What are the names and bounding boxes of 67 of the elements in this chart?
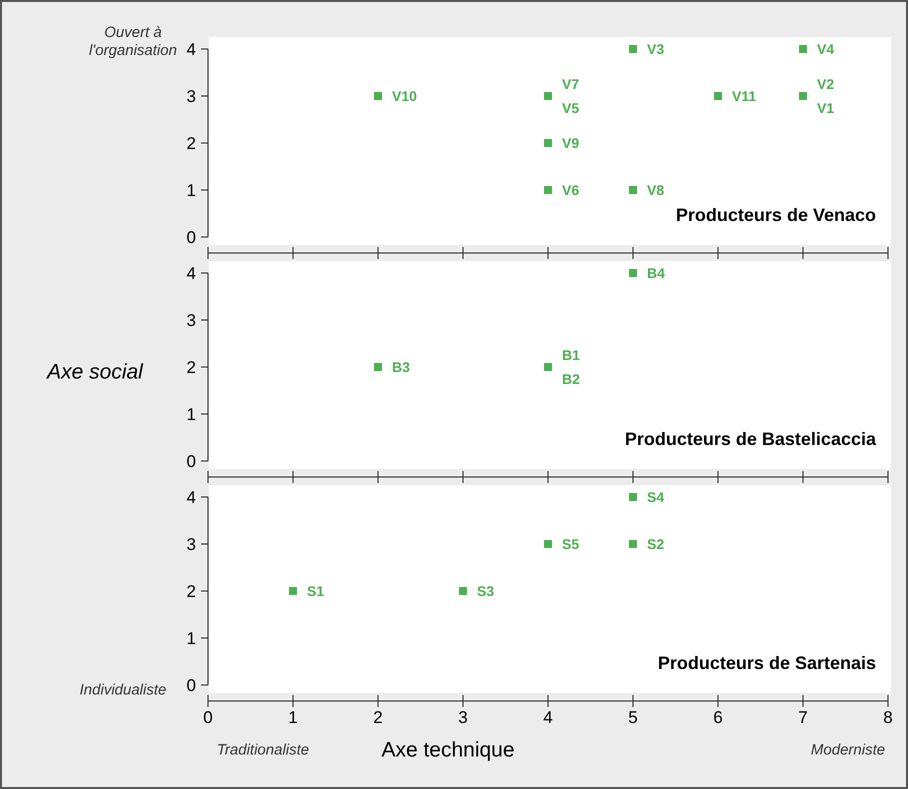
y-axis-title: Axe social — [45, 360, 144, 384]
point — [714, 92, 722, 100]
point — [629, 45, 637, 53]
point — [629, 186, 637, 194]
point — [799, 92, 807, 100]
point — [544, 186, 552, 194]
text: Moderniste — [810, 741, 886, 758]
x-tick-label: 8 — [883, 708, 893, 727]
annotation: B2 — [562, 370, 580, 387]
y-tick-label: 4 — [186, 40, 196, 59]
point — [629, 493, 637, 501]
annotation: S2 — [647, 536, 664, 552]
x-tick-label: 5 — [628, 708, 638, 727]
y-tick-label: 2 — [186, 358, 196, 377]
text: Producteurs de Bastelicaccia — [624, 429, 877, 449]
y-tick-label: 1 — [186, 404, 196, 424]
point — [544, 139, 552, 147]
y-tick-label: 3 — [186, 534, 196, 554]
y-tick-label: 4 — [186, 264, 196, 283]
y-tick-label: 0 — [186, 228, 196, 247]
y-tick-label: 0 — [186, 676, 196, 695]
annotation: S1 — [307, 582, 324, 599]
annotation: V3 — [647, 40, 664, 57]
point — [459, 587, 467, 595]
x-tick-label: 1 — [288, 708, 298, 727]
x-tick-label: 4 — [543, 708, 553, 727]
text: Traditionaliste — [216, 741, 310, 758]
annotation: S3 — [477, 582, 494, 599]
point — [289, 587, 297, 595]
y-tick-label: 3 — [186, 310, 196, 330]
annotation: B1 — [562, 346, 580, 363]
annotation: V2 — [817, 76, 834, 92]
point — [374, 92, 382, 100]
annotation: V10 — [392, 88, 418, 104]
x-tick-label: 7 — [798, 708, 808, 727]
y-tick-label: 3 — [186, 86, 196, 106]
y-tick-label: 1 — [186, 180, 196, 200]
point — [629, 540, 637, 548]
annotation: B3 — [392, 358, 410, 375]
point — [544, 540, 552, 548]
y-tick-label: 1 — [186, 628, 196, 648]
text: Producteurs de Sartenais — [658, 653, 876, 673]
annotation: V4 — [817, 40, 834, 57]
annotation: V1 — [817, 100, 834, 116]
text: Producteurs de Venaco — [676, 205, 876, 225]
annotation: B4 — [647, 264, 666, 281]
x-tick-label: 2 — [373, 708, 383, 727]
annotation: S5 — [562, 536, 580, 552]
annotation: V6 — [562, 182, 580, 198]
annotation: V11 — [732, 88, 756, 104]
y-tick-label: 2 — [186, 134, 196, 153]
y-tick-label: 0 — [186, 452, 196, 471]
x-tick-label: 0 — [203, 708, 213, 727]
y-tick-label: 4 — [186, 488, 196, 507]
annotation: S4 — [647, 488, 664, 505]
y-tick-label: 2 — [186, 582, 196, 601]
text: Ouvert à l'organisation — [89, 24, 177, 59]
point — [544, 92, 552, 100]
text: Individualiste — [80, 681, 166, 698]
annotation: V8 — [647, 182, 664, 198]
annotation: V7 — [562, 76, 580, 92]
x-tick-label: 6 — [713, 708, 723, 727]
annotation: V5 — [562, 100, 580, 116]
annotation: V9 — [562, 134, 580, 151]
x-tick-label: 3 — [458, 708, 468, 727]
x-axis-title: Axe technique — [381, 738, 515, 762]
point — [799, 45, 807, 53]
